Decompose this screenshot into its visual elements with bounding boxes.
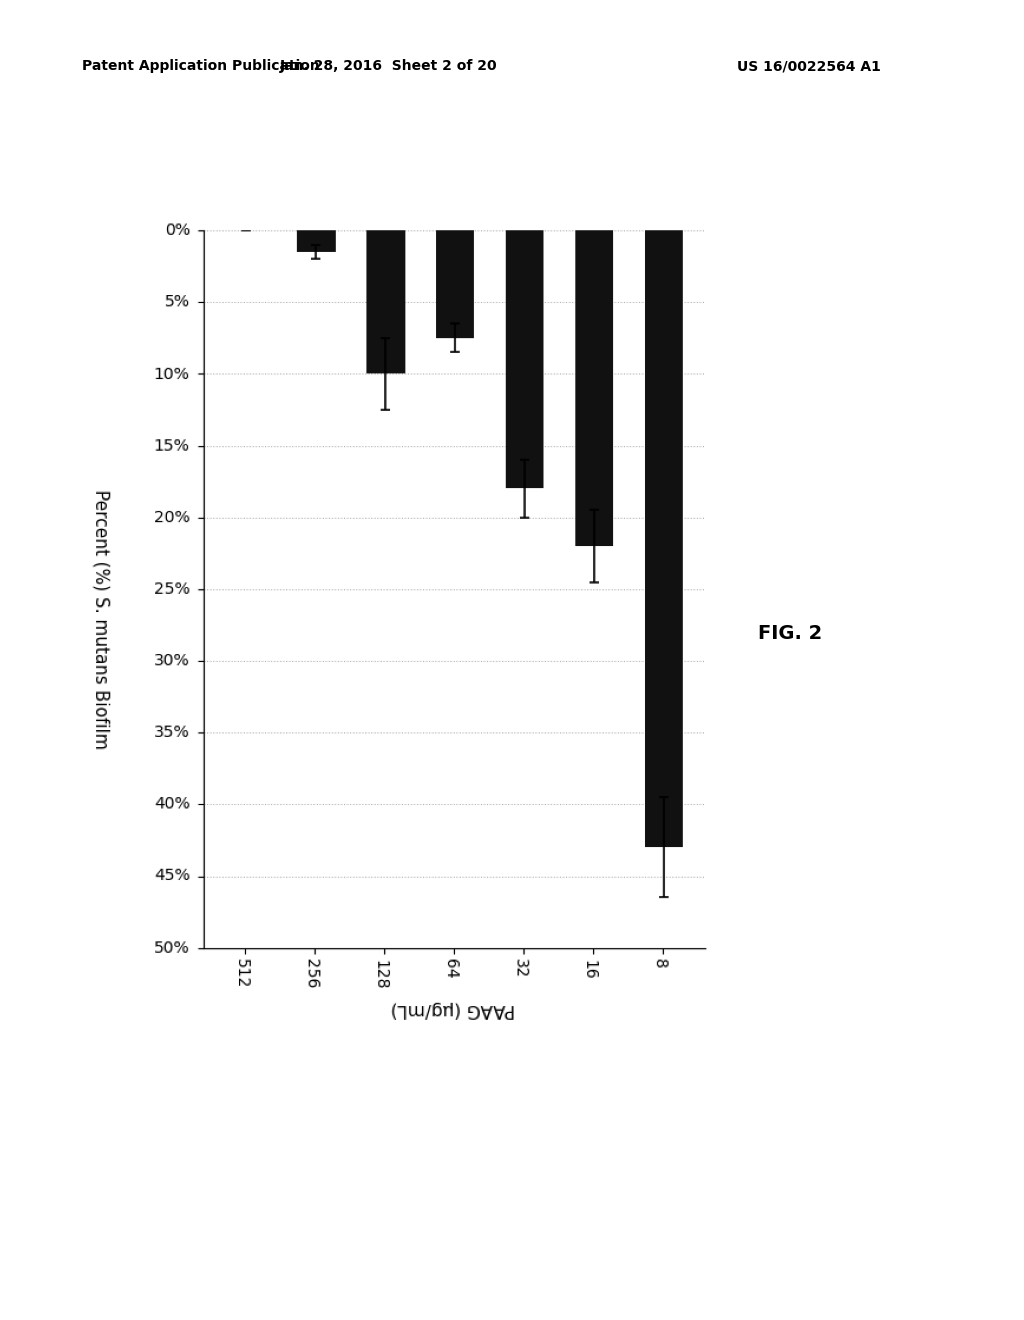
Text: Patent Application Publication: Patent Application Publication: [82, 59, 319, 74]
Text: US 16/0022564 A1: US 16/0022564 A1: [737, 59, 882, 74]
Text: Jan. 28, 2016  Sheet 2 of 20: Jan. 28, 2016 Sheet 2 of 20: [281, 59, 498, 74]
Text: FIG. 2: FIG. 2: [758, 624, 822, 643]
